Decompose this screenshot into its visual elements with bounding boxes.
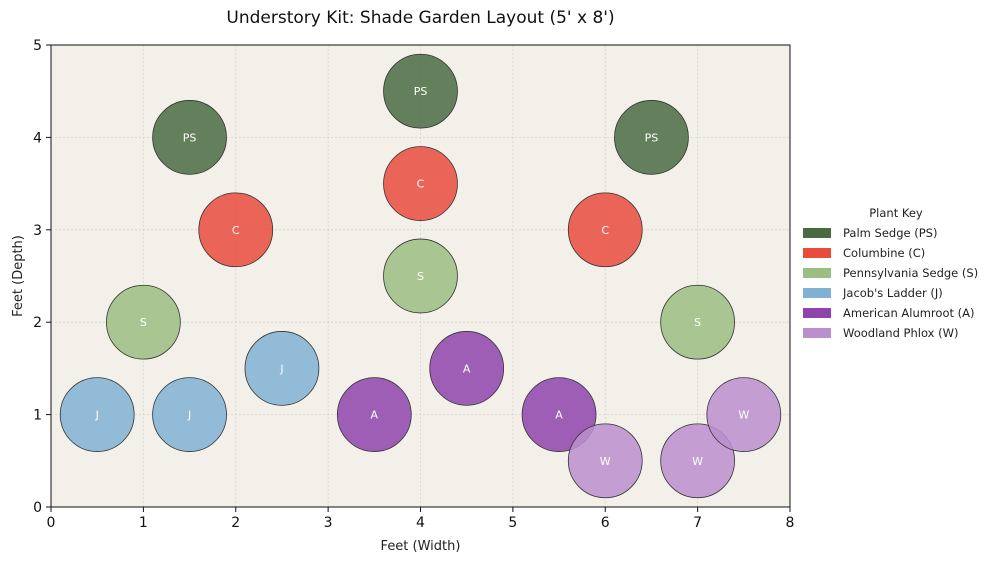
x-tick-label: 8 — [786, 515, 795, 531]
legend-item-c: Columbine (C) — [798, 243, 994, 263]
legend-label: Pennsylvania Sedge (S) — [843, 266, 979, 280]
plant-marker-ps: PS — [152, 100, 227, 175]
plant-code-label: C — [417, 178, 425, 191]
y-tick-label: 0 — [33, 500, 42, 516]
plant-marker-j: J — [244, 331, 320, 406]
legend-item-w: Woodland Phlox (W) — [798, 323, 994, 343]
plant-code-label: PS — [183, 131, 197, 144]
plant-code-label: S — [140, 316, 147, 329]
plant-code-label: A — [463, 362, 471, 375]
legend-swatch — [803, 308, 831, 318]
x-tick-label: 0 — [47, 515, 56, 531]
x-tick-label: 3 — [324, 515, 333, 531]
plant-marker-s: S — [660, 284, 735, 360]
plant-marker-w: W — [706, 377, 782, 452]
plant-marker-ps: PS — [614, 100, 689, 175]
legend-swatch — [803, 268, 831, 278]
legend-label: Palm Sedge (PS) — [843, 226, 938, 240]
y-tick-label: 2 — [33, 315, 42, 331]
plant-code-label: W — [600, 455, 611, 468]
plant-code-label: C — [601, 224, 609, 237]
x-tick-label: 4 — [416, 515, 425, 531]
plant-marker-a: A — [521, 377, 597, 452]
chart-title: Understory Kit: Shade Garden Layout (5' … — [226, 8, 615, 28]
plant-code-label: S — [694, 316, 701, 329]
plant-code-label: S — [417, 270, 424, 283]
legend-title: Plant Key — [869, 206, 923, 220]
plant-code-label: PS — [645, 131, 659, 144]
y-axis-label: Feet (Depth) — [11, 235, 26, 317]
legend-label: Columbine (C) — [843, 246, 926, 260]
plant-marker-c: C — [567, 192, 643, 268]
legend-item-a: American Alumroot (A) — [798, 303, 994, 323]
plant-code-label: J — [279, 362, 283, 375]
y-axis-ticks: 0 1 2 3 4 5 — [33, 38, 51, 516]
plant-marker-ps: PS — [383, 53, 458, 129]
legend-item-ps: Palm Sedge (PS) — [798, 223, 994, 243]
plant-markers: PS PS PS C C C S S S J J J A A A W W W — [59, 53, 782, 499]
plant-marker-a: A — [429, 331, 505, 406]
y-tick-label: 1 — [33, 408, 42, 424]
legend-item-j: Jacob's Ladder (J) — [798, 283, 994, 303]
plant-marker-s: S — [106, 284, 181, 360]
y-tick-label: 4 — [33, 130, 42, 146]
x-tick-label: 1 — [139, 515, 148, 531]
plant-code-label: A — [371, 409, 379, 422]
legend-label: Woodland Phlox (W) — [843, 326, 959, 340]
x-tick-label: 6 — [601, 515, 610, 531]
x-axis-ticks: 0 1 2 3 4 5 6 7 8 — [47, 507, 795, 531]
legend-swatch — [803, 248, 831, 258]
legend-swatch — [803, 228, 831, 238]
y-tick-label: 5 — [33, 38, 42, 54]
legend-label: Jacob's Ladder (J) — [843, 286, 943, 300]
plant-marker-s: S — [383, 238, 458, 314]
x-tick-label: 7 — [693, 515, 702, 531]
plant-marker-c: C — [383, 146, 458, 221]
plant-marker-w: W — [660, 423, 735, 499]
x-tick-label: 2 — [231, 515, 240, 531]
y-tick-label: 3 — [33, 223, 42, 239]
plant-marker-w: W — [567, 423, 643, 499]
legend-label: American Alumroot (A) — [843, 306, 975, 320]
plant-code-label: J — [187, 409, 191, 422]
plant-code-label: W — [692, 455, 703, 468]
plant-marker-j: J — [152, 377, 227, 452]
plant-code-label: A — [555, 409, 563, 422]
legend-item-s: Pennsylvania Sedge (S) — [798, 263, 994, 283]
x-axis-label: Feet (Width) — [381, 539, 461, 554]
legend-swatch — [803, 288, 831, 298]
plant-marker-c: C — [198, 192, 274, 268]
plant-code-label: W — [738, 409, 749, 422]
x-tick-label: 5 — [508, 515, 517, 531]
plant-code-label: PS — [414, 85, 428, 98]
plant-code-label: C — [232, 224, 240, 237]
legend-swatch — [803, 328, 831, 338]
legend: Plant Key Palm Sedge (PS) Columbine (C) Pe… — [798, 206, 994, 343]
plant-marker-j: J — [59, 377, 135, 452]
plant-marker-a: A — [336, 377, 412, 452]
plant-code-label: J — [95, 409, 99, 422]
